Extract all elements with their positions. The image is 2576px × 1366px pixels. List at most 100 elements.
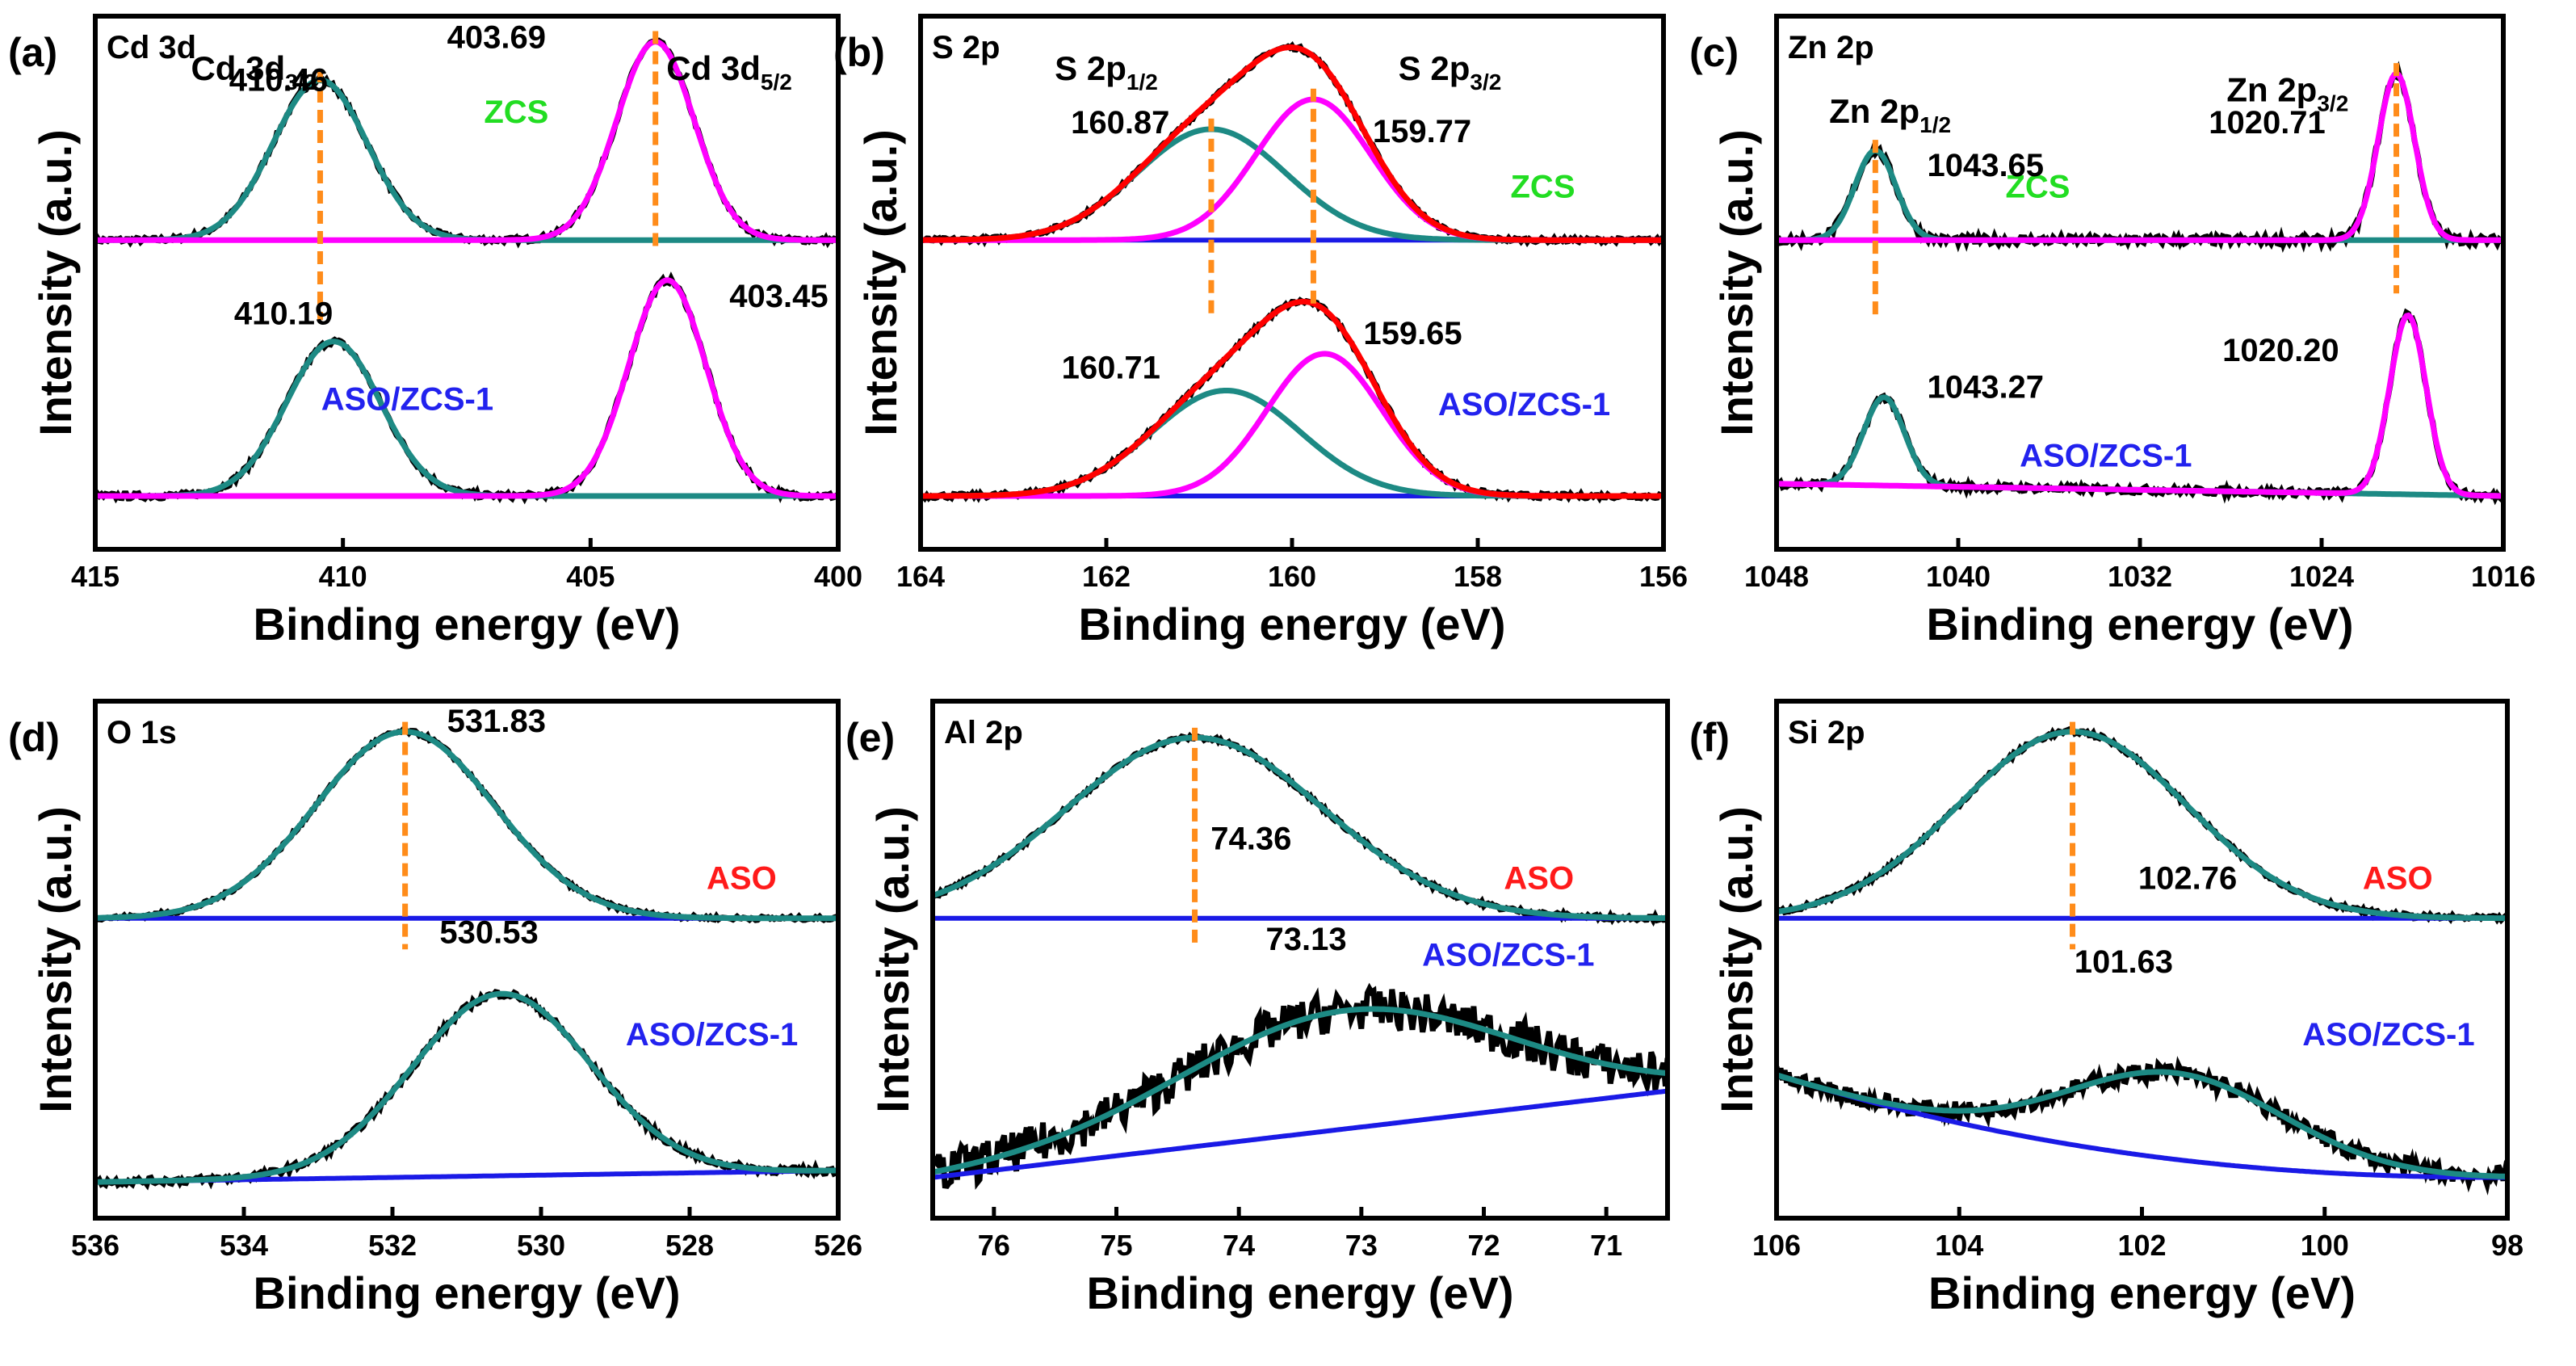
peak-value-label: 530.53 bbox=[439, 915, 538, 951]
plot-frame bbox=[930, 699, 1670, 1221]
sample-label: ASO/ZCS-1 bbox=[2020, 439, 2192, 474]
sample-label: ASO/ZCS-1 bbox=[626, 1017, 798, 1053]
plot-area bbox=[95, 726, 838, 1191]
x-tick-label: 526 bbox=[814, 1229, 862, 1262]
x-tick-label: 74 bbox=[1223, 1229, 1255, 1262]
y-axis-title: Intensity (a.u.) bbox=[867, 806, 918, 1113]
fit-component-teal-74.36 bbox=[933, 734, 1668, 921]
sample-label: ASO bbox=[2363, 860, 2433, 896]
spectrum-aso-zcs-1 bbox=[933, 982, 1668, 1190]
x-tick-label: 530 bbox=[517, 1229, 565, 1262]
x-tick-label: 156 bbox=[1639, 560, 1688, 593]
spectrum-aso bbox=[1777, 725, 2507, 925]
fit-component-teal-531.83 bbox=[95, 729, 838, 922]
spectrum-zcs bbox=[95, 37, 838, 249]
peak-value-label: 102.76 bbox=[2138, 860, 2237, 896]
x-tick-label: 71 bbox=[1590, 1229, 1622, 1262]
orbital-label: Zn 2p1/2 bbox=[1829, 92, 1951, 137]
x-tick-label: 534 bbox=[220, 1229, 268, 1262]
peak-value-label: 74.36 bbox=[1210, 822, 1291, 857]
x-tick-label: 98 bbox=[2491, 1229, 2524, 1262]
plot-area bbox=[1777, 725, 2507, 1196]
sample-label: ASO bbox=[707, 860, 777, 896]
fit-component-teal-101.63 bbox=[1777, 1069, 2507, 1179]
plot-frame bbox=[93, 14, 841, 552]
orbital-label: Cd 3d3/2 bbox=[191, 49, 317, 95]
orbital-label-main: Zn 2p bbox=[2226, 71, 2317, 109]
fit-component-teal-102.76 bbox=[1777, 729, 2507, 922]
peak-value-label: 403.69 bbox=[447, 20, 546, 56]
orbital-label-sub: 5/2 bbox=[761, 69, 792, 95]
raw-data-line bbox=[921, 40, 1663, 248]
x-tick-label: 162 bbox=[1082, 560, 1131, 593]
x-tick-label: 410 bbox=[319, 560, 367, 593]
orbital-label: Cd 3d5/2 bbox=[666, 49, 792, 95]
panel-label: (b) bbox=[833, 30, 885, 75]
orbital-label-sub: 1/2 bbox=[1919, 112, 1951, 137]
peak-value-label: 160.87 bbox=[1071, 105, 1169, 141]
baseline-line bbox=[933, 1088, 1668, 1180]
x-tick-label: 75 bbox=[1100, 1229, 1132, 1262]
fit-component-teal-73.13 bbox=[933, 1006, 1668, 1175]
plot-area bbox=[921, 40, 1663, 504]
peak-value-label: 410.19 bbox=[234, 296, 333, 331]
spectrum-aso-zcs-1 bbox=[1777, 308, 2503, 506]
fit-component-magenta-403.45 bbox=[95, 277, 838, 499]
x-tick-label: 73 bbox=[1345, 1229, 1378, 1262]
panel-f: ASO ASO/ZCS-1 106 104 102 100 98 Binding energy… bbox=[1689, 699, 2524, 1318]
spectrum-aso bbox=[933, 731, 1668, 927]
x-axis-title: Binding energy (eV) bbox=[254, 599, 681, 649]
peak-value-label: 403.45 bbox=[729, 279, 828, 314]
x-tick-label: 1040 bbox=[1926, 560, 1991, 593]
fit-component-teal-530.53 bbox=[95, 990, 838, 1185]
peak-value-label: 159.77 bbox=[1373, 114, 1471, 149]
fit-component-magenta-1020.2 bbox=[1777, 312, 2503, 499]
peak-value-label: 160.71 bbox=[1062, 350, 1160, 385]
sample-label: ZCS bbox=[1511, 169, 1575, 204]
sample-label: ASO bbox=[1504, 860, 1574, 896]
x-tick-label: 72 bbox=[1467, 1229, 1500, 1262]
plot-area bbox=[1777, 61, 2503, 506]
x-tick-label: 160 bbox=[1268, 560, 1316, 593]
plot-area bbox=[933, 731, 1668, 1190]
orbital-label-sub: 3/2 bbox=[285, 69, 317, 95]
x-tick-label: 536 bbox=[71, 1229, 120, 1262]
x-axis-title: Binding energy (eV) bbox=[1079, 599, 1506, 649]
x-tick-label: 1016 bbox=[2471, 560, 2536, 593]
x-axis-title: Binding energy (eV) bbox=[1087, 1267, 1514, 1318]
spectrum-aso-zcs-1 bbox=[1777, 1056, 2507, 1196]
x-tick-label: 405 bbox=[566, 560, 615, 593]
element-title: Al 2p bbox=[944, 715, 1023, 750]
x-tick-label: 528 bbox=[665, 1229, 714, 1262]
fit-component-teal-410.19 bbox=[95, 338, 838, 499]
sample-label: ZCS bbox=[484, 95, 548, 130]
fit-envelope-line bbox=[921, 298, 1663, 499]
plot-frame bbox=[93, 699, 841, 1221]
panel-e: ASO ASO/ZCS-1 76 75 74 73 72 71 Binding energy (… bbox=[845, 699, 1670, 1318]
fit-component-magenta-403.69 bbox=[95, 39, 838, 243]
sample-label: ASO/ZCS-1 bbox=[1438, 387, 1610, 422]
x-axis-title: Binding energy (eV) bbox=[1928, 1267, 2356, 1318]
x-tick-label: 1024 bbox=[2289, 560, 2354, 593]
y-axis-title: Intensity (a.u.) bbox=[30, 806, 81, 1113]
plot-area bbox=[95, 37, 838, 505]
sample-label: ZCS bbox=[2005, 169, 2070, 204]
x-tick-label: 400 bbox=[814, 560, 862, 593]
peak-value-label: 73.13 bbox=[1266, 922, 1347, 957]
orbital-label-main: Zn 2p bbox=[1829, 92, 1919, 130]
baseline-line bbox=[1777, 1072, 2507, 1180]
y-axis-title: Intensity (a.u.) bbox=[30, 129, 81, 436]
fit-component-teal-410.46 bbox=[95, 77, 838, 243]
orbital-label-main: S 2p bbox=[1399, 49, 1471, 87]
y-axis-title: Intensity (a.u.) bbox=[1711, 806, 1762, 1113]
x-tick-label: 104 bbox=[1935, 1229, 1983, 1262]
orbital-label-main: Cd 3d bbox=[666, 49, 761, 87]
peak-value-label: 1043.65 bbox=[1927, 148, 2044, 183]
x-tick-label: 1032 bbox=[2108, 560, 2172, 593]
x-axis-title: Binding energy (eV) bbox=[1927, 599, 2354, 649]
spectrum-aso-zcs-1 bbox=[95, 988, 838, 1191]
orbital-label: S 2p1/2 bbox=[1055, 49, 1158, 95]
y-axis-title: Intensity (a.u.) bbox=[1711, 129, 1762, 436]
x-tick-label: 164 bbox=[896, 560, 945, 593]
